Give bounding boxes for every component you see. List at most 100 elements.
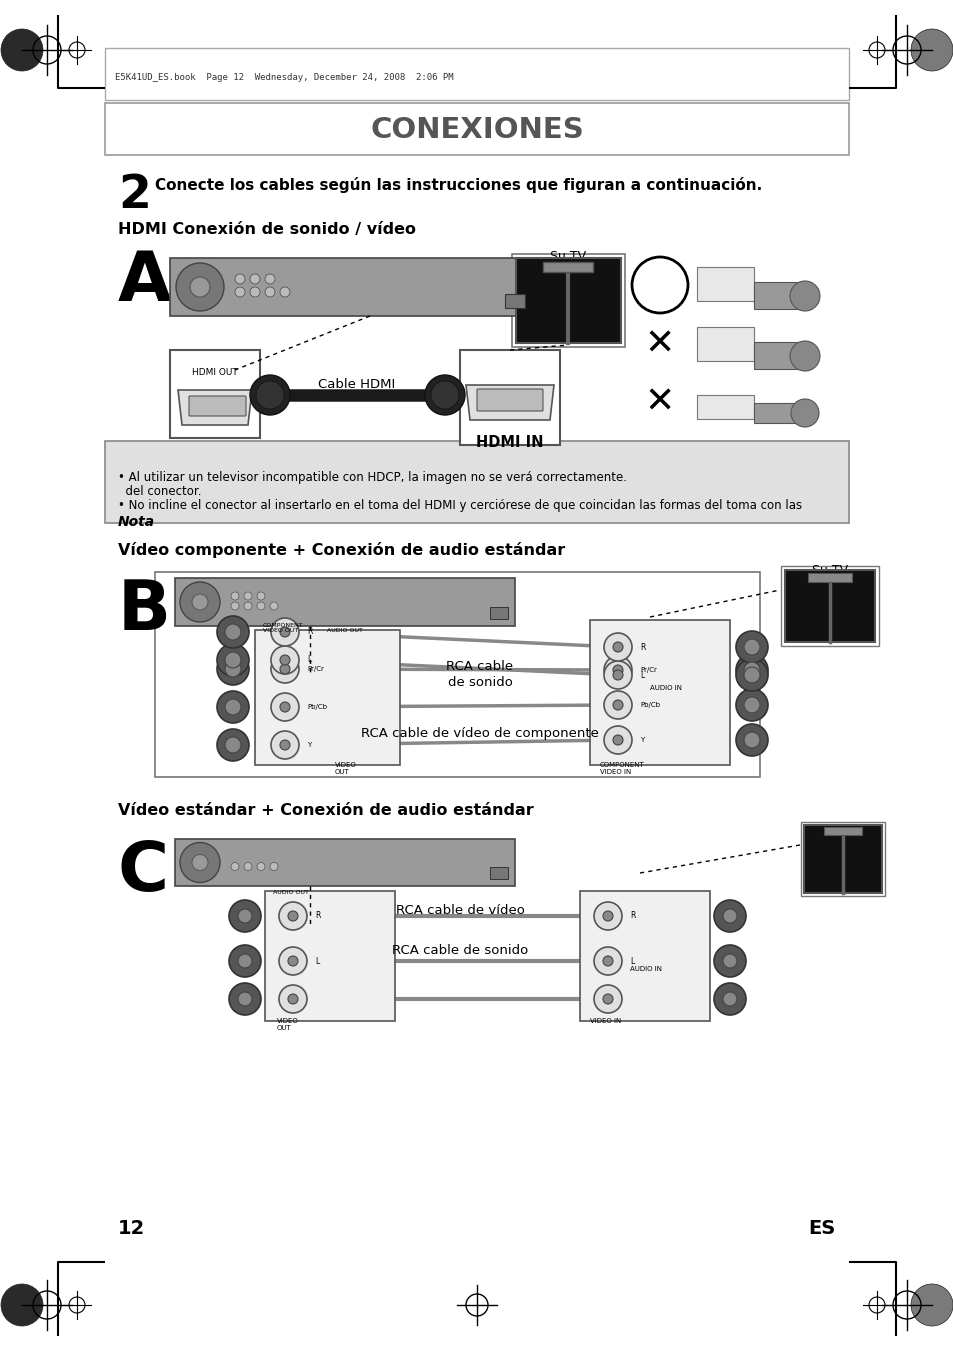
Circle shape xyxy=(280,627,290,638)
Circle shape xyxy=(231,862,239,870)
Text: Su TV: Su TV xyxy=(811,563,847,577)
Text: L: L xyxy=(639,670,643,680)
Text: VIDEO
OUT: VIDEO OUT xyxy=(276,1019,298,1031)
Text: HDMI OUT: HDMI OUT xyxy=(192,367,237,377)
Polygon shape xyxy=(178,390,252,426)
FancyBboxPatch shape xyxy=(105,49,848,100)
Text: R: R xyxy=(629,912,635,920)
Text: R: R xyxy=(314,912,320,920)
Text: AUDIO IN: AUDIO IN xyxy=(629,966,661,971)
Circle shape xyxy=(180,582,220,621)
Circle shape xyxy=(280,703,290,712)
Circle shape xyxy=(250,376,290,415)
Text: Pb/Cb: Pb/Cb xyxy=(307,704,327,711)
FancyBboxPatch shape xyxy=(589,620,729,765)
Text: Y: Y xyxy=(307,742,311,748)
Text: RCA cable de vídeo: RCA cable de vídeo xyxy=(395,904,524,916)
Circle shape xyxy=(280,655,290,665)
Circle shape xyxy=(216,653,249,685)
FancyBboxPatch shape xyxy=(697,327,753,361)
FancyBboxPatch shape xyxy=(579,892,709,1021)
Text: RCA cable
de sonido: RCA cable de sonido xyxy=(446,659,513,689)
Circle shape xyxy=(280,663,290,674)
Circle shape xyxy=(216,644,249,676)
Text: Nota: Nota xyxy=(118,515,155,530)
Circle shape xyxy=(237,992,252,1006)
Text: VIDEO
OUT: VIDEO OUT xyxy=(335,762,356,774)
Circle shape xyxy=(265,274,274,284)
Text: Su TV: Su TV xyxy=(549,250,585,263)
Circle shape xyxy=(244,603,252,611)
Circle shape xyxy=(743,639,760,655)
Circle shape xyxy=(713,984,745,1015)
FancyBboxPatch shape xyxy=(490,867,507,880)
Circle shape xyxy=(216,690,249,723)
Circle shape xyxy=(229,900,261,932)
Circle shape xyxy=(722,954,737,969)
Circle shape xyxy=(229,984,261,1015)
Circle shape xyxy=(271,646,298,674)
Circle shape xyxy=(234,274,245,284)
Text: ✕: ✕ xyxy=(644,386,675,420)
Circle shape xyxy=(192,854,208,870)
Text: 2: 2 xyxy=(118,173,151,218)
Text: A: A xyxy=(118,249,172,315)
Circle shape xyxy=(713,900,745,932)
Text: AUDIO OUT: AUDIO OUT xyxy=(327,628,362,634)
FancyBboxPatch shape xyxy=(105,440,848,523)
Circle shape xyxy=(722,909,737,923)
Circle shape xyxy=(256,603,265,611)
Circle shape xyxy=(722,992,737,1006)
Circle shape xyxy=(424,376,464,415)
Text: L: L xyxy=(314,957,319,966)
Circle shape xyxy=(743,667,760,684)
Circle shape xyxy=(594,947,621,975)
Text: E5K41UD_ES.book  Page 12  Wednesday, December 24, 2008  2:06 PM: E5K41UD_ES.book Page 12 Wednesday, Decem… xyxy=(115,73,453,82)
Circle shape xyxy=(225,698,241,715)
Circle shape xyxy=(216,616,249,648)
Text: AUDIO OUT: AUDIO OUT xyxy=(273,890,309,894)
Text: R: R xyxy=(639,643,644,651)
FancyBboxPatch shape xyxy=(753,282,810,309)
FancyBboxPatch shape xyxy=(265,892,395,1021)
Text: ✕: ✕ xyxy=(644,328,675,362)
Circle shape xyxy=(790,399,818,427)
Circle shape xyxy=(270,603,277,611)
FancyBboxPatch shape xyxy=(784,570,874,642)
Circle shape xyxy=(288,957,297,966)
FancyBboxPatch shape xyxy=(254,630,399,765)
Text: 12: 12 xyxy=(118,1219,145,1238)
Circle shape xyxy=(256,592,265,600)
Circle shape xyxy=(237,954,252,969)
FancyBboxPatch shape xyxy=(174,578,515,626)
Text: Pb/Cb: Pb/Cb xyxy=(639,703,659,708)
FancyBboxPatch shape xyxy=(697,394,753,419)
Circle shape xyxy=(613,735,622,744)
Text: ES: ES xyxy=(808,1219,835,1238)
FancyBboxPatch shape xyxy=(542,262,593,272)
FancyBboxPatch shape xyxy=(459,350,559,444)
Circle shape xyxy=(250,286,260,297)
Circle shape xyxy=(789,281,820,311)
Circle shape xyxy=(613,700,622,711)
Circle shape xyxy=(192,594,208,611)
FancyBboxPatch shape xyxy=(753,403,810,423)
Text: VIDEO IN: VIDEO IN xyxy=(589,1019,620,1024)
Circle shape xyxy=(225,738,241,753)
Circle shape xyxy=(603,690,631,719)
FancyBboxPatch shape xyxy=(490,607,507,619)
Circle shape xyxy=(743,697,760,713)
Text: Cable HDMI: Cable HDMI xyxy=(318,378,395,390)
Text: • No incline el conector al insertarlo en el toma del HDMI y cerciórese de que c: • No incline el conector al insertarlo e… xyxy=(118,499,801,512)
Text: R: R xyxy=(307,627,312,636)
Circle shape xyxy=(244,592,252,600)
Circle shape xyxy=(278,985,307,1013)
Circle shape xyxy=(735,631,767,663)
Circle shape xyxy=(910,1283,952,1325)
Circle shape xyxy=(602,994,613,1004)
Circle shape xyxy=(237,909,252,923)
Circle shape xyxy=(613,665,622,676)
Circle shape xyxy=(234,286,245,297)
Circle shape xyxy=(602,957,613,966)
Circle shape xyxy=(280,286,290,297)
